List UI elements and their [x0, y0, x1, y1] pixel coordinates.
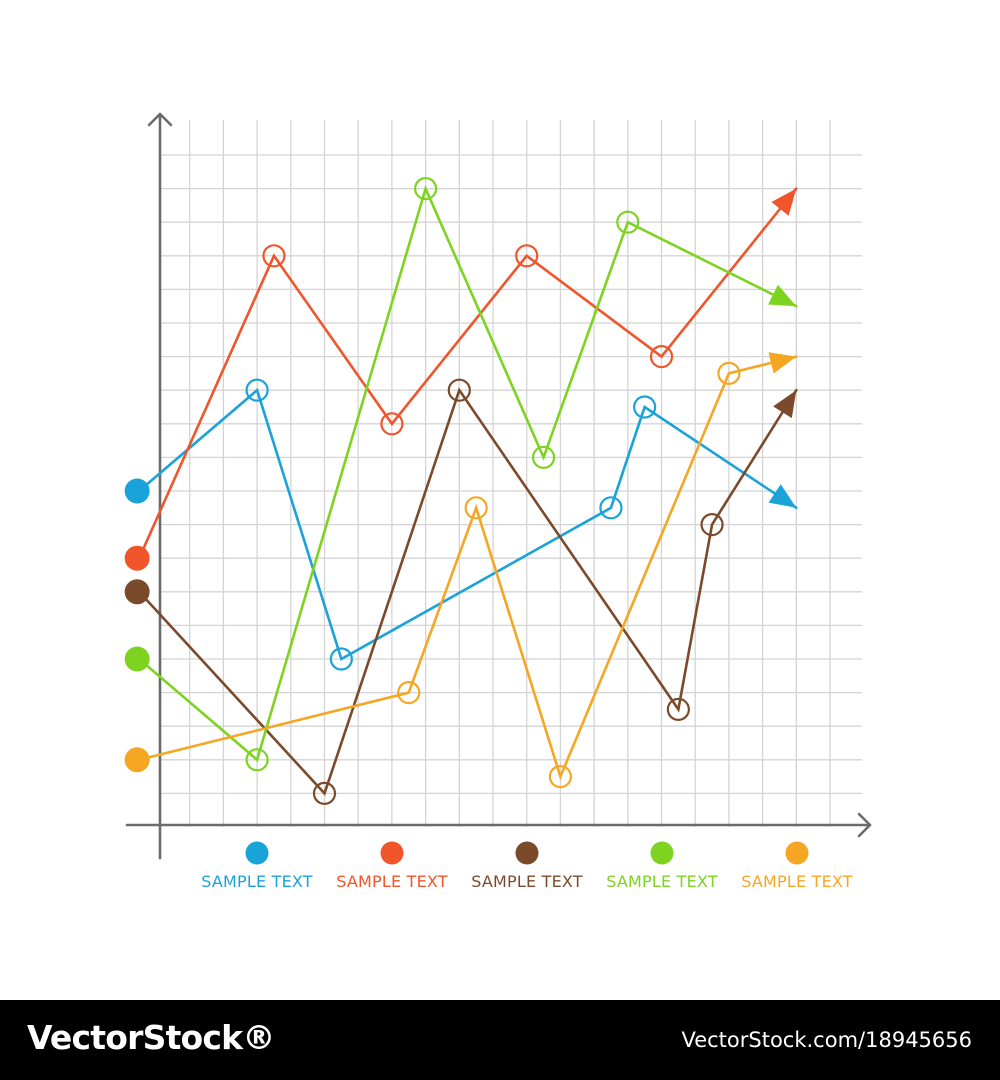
series-3	[137, 378, 798, 806]
x-axis-arrow	[857, 812, 872, 838]
series-line	[137, 355, 798, 781]
legend-item-2: SAMPLE TEXT	[336, 841, 448, 891]
legend-swatch	[785, 841, 809, 865]
series-line	[137, 184, 798, 763]
legend-swatch	[515, 841, 539, 865]
data-point-marker	[649, 345, 674, 369]
data-point-marker	[531, 445, 556, 469]
chart-legend: SAMPLE TEXT SAMPLE TEXT SAMPLE TEXT SAMPLE …	[201, 841, 853, 891]
legend-item-4: SAMPLE TEXT	[606, 841, 718, 891]
series-start-dot	[124, 747, 150, 773]
data-point-marker	[329, 647, 353, 671]
line-chart: SAMPLE TEXT SAMPLE TEXT SAMPLE TEXT SAMPLE …	[124, 112, 872, 891]
data-point-marker	[616, 210, 640, 234]
series-start-dot	[124, 646, 150, 672]
legend-label: SAMPLE TEXT	[741, 872, 853, 891]
watermark-footer: VectorStock® VectorStock.com/18945656	[0, 1000, 1000, 1080]
series-line	[137, 387, 798, 661]
data-point-marker	[666, 697, 690, 722]
data-point-marker	[717, 361, 741, 385]
series-5	[137, 352, 798, 789]
legend-item-1: SAMPLE TEXT	[201, 841, 313, 891]
series-2	[137, 187, 798, 560]
y-axis-arrow	[147, 112, 173, 127]
chart-grid	[160, 120, 862, 827]
series-arrowhead	[773, 390, 797, 419]
legend-item-3: SAMPLE TEXT	[471, 841, 583, 891]
data-point-marker	[380, 412, 404, 436]
series-start-dot	[124, 545, 150, 571]
series-arrowhead	[768, 484, 797, 508]
data-point-marker	[599, 496, 623, 520]
data-point-marker	[464, 496, 488, 520]
series-start-dot	[124, 579, 150, 605]
chart-axes	[125, 112, 872, 860]
footer-logo: VectorStock®	[27, 1018, 275, 1057]
data-point-marker	[397, 680, 421, 705]
data-point-marker	[245, 378, 269, 402]
data-point-marker	[447, 378, 471, 402]
series-start-dots	[124, 478, 150, 773]
data-point-marker	[312, 781, 337, 806]
data-point-marker	[245, 748, 269, 772]
chart-area: SAMPLE TEXT SAMPLE TEXT SAMPLE TEXT SAMPLE …	[124, 112, 872, 891]
data-point-marker	[700, 512, 724, 537]
series-1	[137, 378, 798, 671]
series-line	[137, 387, 798, 796]
legend-label: SAMPLE TEXT	[201, 872, 313, 891]
data-point-marker	[262, 244, 286, 268]
series-line	[137, 187, 798, 560]
footer-url: VectorStock.com/18945656	[681, 1028, 972, 1052]
legend-swatch	[650, 841, 674, 865]
series-start-dot	[124, 478, 150, 504]
data-point-marker	[633, 395, 657, 419]
legend-label: SAMPLE TEXT	[336, 872, 448, 891]
legend-swatch	[380, 841, 404, 865]
data-point-marker	[548, 764, 573, 789]
legend-swatch	[245, 841, 269, 865]
series-4	[137, 177, 798, 772]
data-point-marker	[414, 177, 438, 201]
chart-series	[137, 177, 798, 806]
series-arrowhead	[768, 352, 797, 374]
series-arrowhead	[771, 188, 797, 216]
data-point-marker	[515, 244, 539, 268]
legend-label: SAMPLE TEXT	[471, 872, 583, 891]
legend-item-5: SAMPLE TEXT	[741, 841, 853, 891]
series-arrowhead	[768, 284, 797, 307]
legend-label: SAMPLE TEXT	[606, 872, 718, 891]
